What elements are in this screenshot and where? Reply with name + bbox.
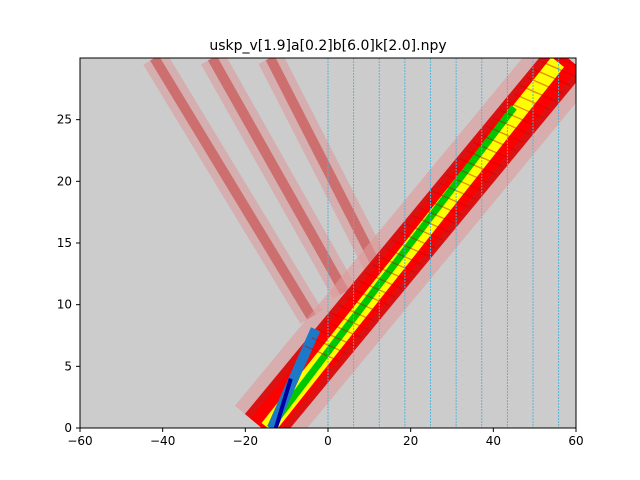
ripple-line <box>345 296 382 314</box>
interference-ripples <box>304 58 576 363</box>
reflected-beam-core <box>150 58 316 320</box>
ripple-line <box>479 133 517 151</box>
ripple-line <box>506 101 544 119</box>
y-tick-label: 0 <box>64 421 72 435</box>
reflected-beam-3 <box>258 58 390 274</box>
ripple-line <box>311 337 349 355</box>
ripple-line <box>473 141 510 160</box>
main-beam-dark-core <box>273 378 293 428</box>
x-tick-label: −20 <box>233 434 258 448</box>
ripple-line <box>398 231 436 249</box>
reflected-beam-core <box>207 58 349 295</box>
ripple-line <box>318 329 355 347</box>
main-beam <box>234 58 576 428</box>
main-beam-green <box>267 105 517 428</box>
plot-content <box>143 58 576 428</box>
ripple-line <box>513 93 550 111</box>
ripple-line <box>419 207 456 225</box>
ripple-line <box>378 255 416 274</box>
ripple-line <box>466 150 503 168</box>
x-tick-label: −40 <box>150 434 175 448</box>
ripple-line <box>365 272 402 290</box>
x-axis: −60 −40 −20 0 20 40 60 <box>67 428 584 448</box>
ripple-line <box>439 182 476 200</box>
y-axis: 0 5 10 15 20 25 <box>57 113 80 435</box>
x-tick-label: 20 <box>403 434 418 448</box>
ripple-line <box>392 239 429 257</box>
ripple-line <box>331 312 369 331</box>
reflected-beam-1 <box>143 58 323 324</box>
ripple-line <box>432 190 470 208</box>
ripple-line <box>557 58 576 67</box>
y-tick-label: 15 <box>57 236 72 250</box>
ripple-line <box>405 223 443 241</box>
x-tick-label: 0 <box>324 434 332 448</box>
reflected-beam-core <box>265 58 383 270</box>
y-tick-label: 10 <box>57 298 72 312</box>
ripple-line <box>372 264 409 282</box>
x-tick-label: −60 <box>67 434 92 448</box>
ripple-line <box>358 280 396 298</box>
ripple-line <box>520 84 557 103</box>
ripple-line <box>446 174 483 192</box>
x-tick-label: 60 <box>568 434 583 448</box>
ripple-line <box>452 166 490 184</box>
ripple-line <box>493 117 530 135</box>
x-tick-label: 40 <box>486 434 501 448</box>
ripple-line <box>533 68 571 86</box>
y-tick-label: 25 <box>57 113 72 127</box>
ripple-line <box>540 60 576 78</box>
y-tick-label: 5 <box>64 359 72 373</box>
y-tick-label: 20 <box>57 174 72 188</box>
ripple-line <box>385 247 423 265</box>
ripple-line <box>499 109 537 127</box>
ripple-line <box>486 125 523 143</box>
chart-title: uskp_v[1.9]a[0.2]b[6.0]k[2.0].npy <box>209 38 446 54</box>
ripple-line <box>324 320 362 339</box>
ripple-line <box>351 288 389 306</box>
vertical-lines <box>327 58 560 428</box>
ripple-line <box>459 158 497 176</box>
reflected-beam-2 <box>200 58 356 299</box>
ripple-line <box>338 304 375 322</box>
ripple-line <box>304 345 342 363</box>
